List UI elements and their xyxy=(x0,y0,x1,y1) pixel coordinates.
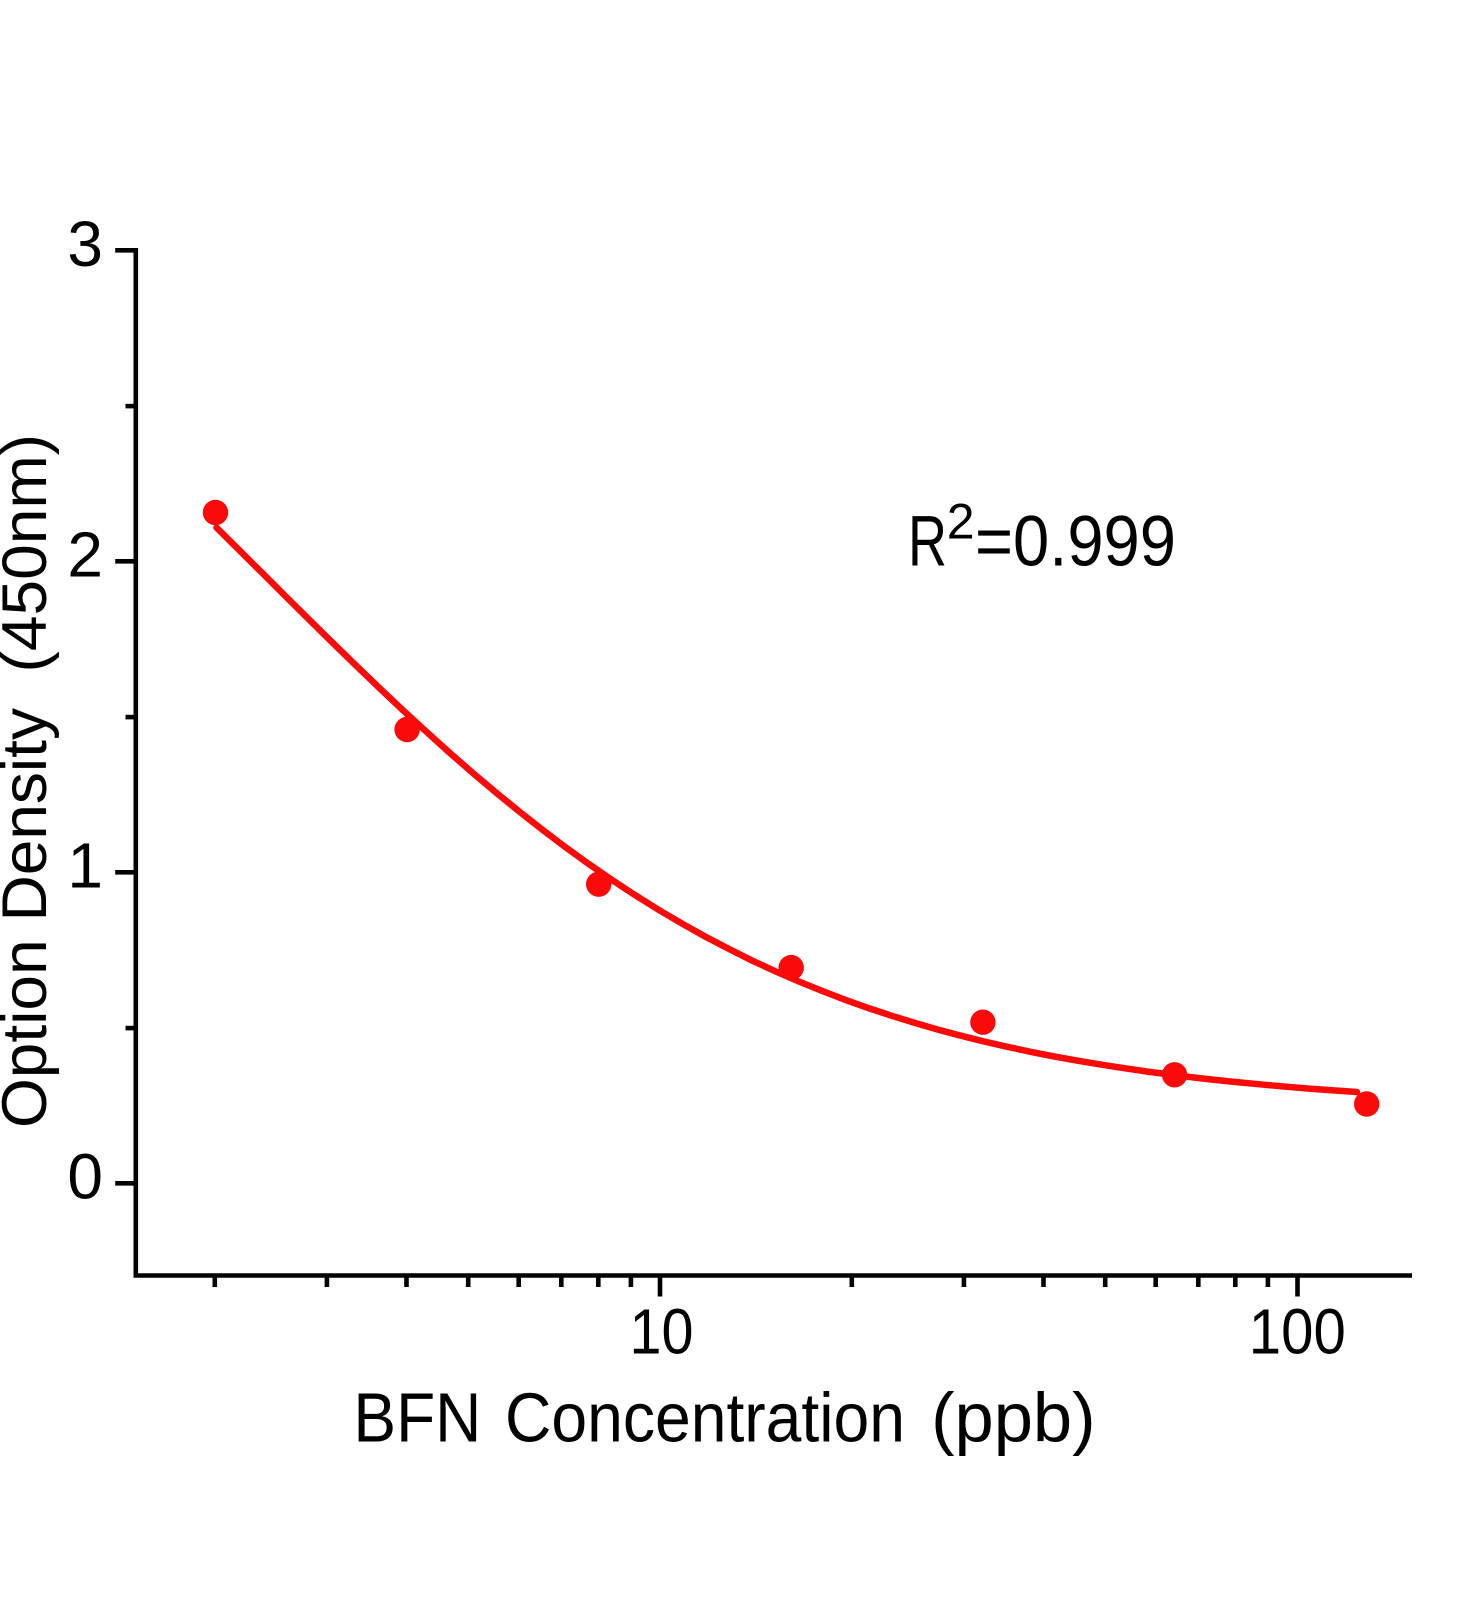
svg-text:2: 2 xyxy=(947,494,975,550)
svg-text:BFN: BFN xyxy=(353,1379,481,1457)
svg-text:1: 1 xyxy=(67,830,103,902)
svg-text:0: 0 xyxy=(67,1140,103,1212)
svg-text:=0.999: =0.999 xyxy=(975,503,1176,582)
svg-text:10: 10 xyxy=(630,1296,694,1368)
svg-text:3: 3 xyxy=(67,208,103,280)
svg-text:Option Density (450nm): Option Density (450nm) xyxy=(0,434,60,1128)
svg-text:2: 2 xyxy=(67,519,103,591)
svg-text:R: R xyxy=(908,503,947,582)
svg-text:(ppb): (ppb) xyxy=(931,1379,1096,1457)
svg-text:Concentration: Concentration xyxy=(505,1379,905,1457)
svg-text:100: 100 xyxy=(1249,1296,1346,1368)
